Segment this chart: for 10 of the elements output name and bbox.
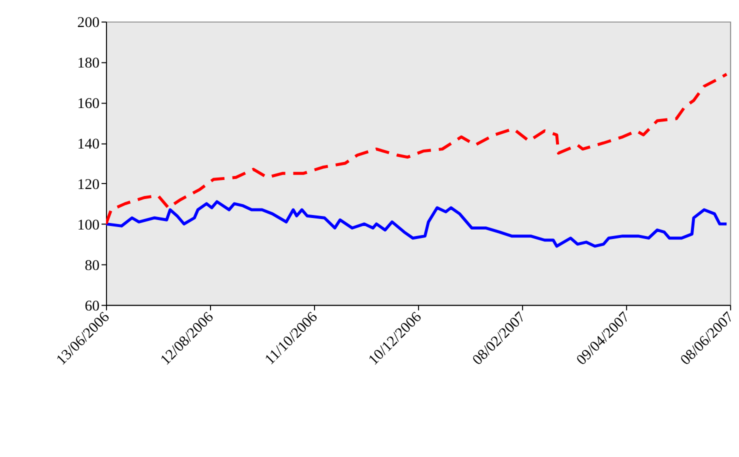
y-tick-label: 140 <box>77 136 100 152</box>
line-series <box>106 200 728 248</box>
y-tick-label: 180 <box>77 55 100 72</box>
y-tick-label: 60 <box>84 298 100 314</box>
y-tick-label: 100 <box>77 217 100 234</box>
y-tick-label: 200 <box>77 15 100 32</box>
y-tick-label: 80 <box>84 258 100 274</box>
y-tick-label: 120 <box>77 176 100 193</box>
y-tick-label: 160 <box>77 96 100 112</box>
line-series <box>106 72 728 226</box>
